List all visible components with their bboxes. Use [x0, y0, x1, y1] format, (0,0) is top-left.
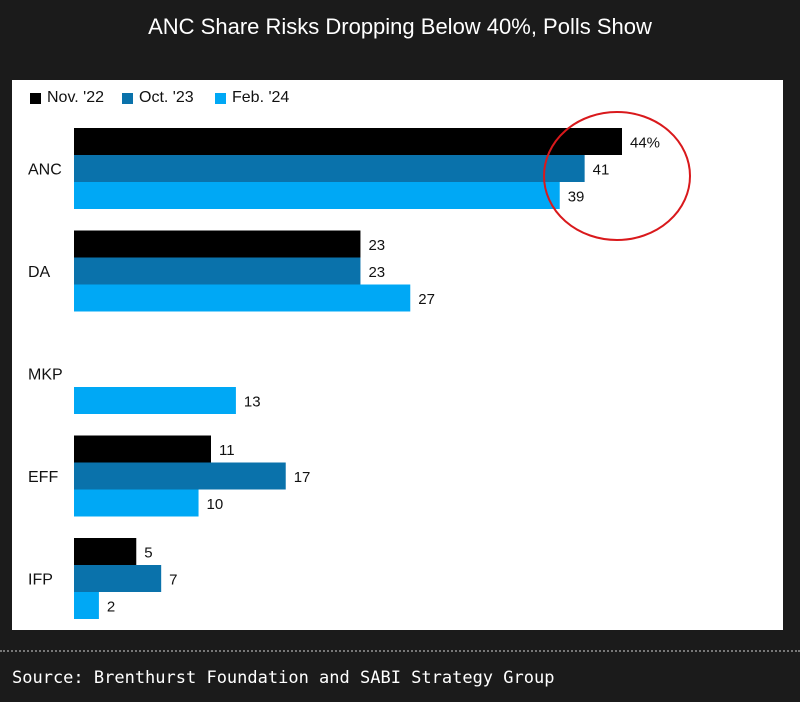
data-label: 2 [107, 599, 115, 616]
data-label: 10 [207, 496, 224, 513]
bar [74, 230, 361, 258]
bar [74, 257, 361, 285]
bar [74, 462, 286, 490]
legend-swatch [30, 92, 41, 104]
chart-title: ANC Share Risks Dropping Below 40%, Poll… [148, 14, 652, 39]
data-label: 13 [244, 394, 261, 411]
highlight-circle [543, 111, 691, 241]
legend-label: Nov. '22 [47, 89, 105, 106]
legend-label: Oct. '23 [139, 89, 194, 106]
bar [74, 538, 137, 565]
bar [74, 592, 99, 619]
legend-label: Feb. '24 [232, 89, 290, 106]
data-label: 41 [593, 162, 610, 179]
data-label: 23 [368, 237, 385, 254]
category-label: IFP [28, 572, 53, 589]
legend-swatch [122, 92, 133, 104]
category-label: ANC [28, 162, 62, 179]
chart-panel: Nov. '22 Oct. '23 Feb. '24 ANC 44% 41 39 DA 23 2… [12, 80, 783, 630]
data-label: 23 [368, 264, 385, 281]
bar [74, 128, 622, 155]
category-label: EFF [28, 469, 58, 486]
bar [74, 565, 162, 592]
bar [74, 435, 211, 463]
bar [74, 387, 236, 414]
bar [74, 284, 411, 312]
bar [74, 182, 560, 209]
category-label: MKP [28, 367, 63, 384]
data-label: 44% [630, 135, 660, 152]
legend-item: Feb. '24 [215, 89, 289, 107]
data-label: 39 [568, 189, 585, 206]
data-label: 27 [418, 291, 435, 308]
source-note: Source: Brenthurst Foundation and SABI S… [12, 668, 555, 688]
data-label: 11 [219, 442, 235, 459]
data-label: 17 [294, 469, 311, 486]
category-label: DA [28, 264, 51, 281]
data-label: 5 [144, 545, 152, 562]
bar [74, 155, 585, 182]
divider [0, 650, 800, 652]
legend-swatch [215, 92, 226, 104]
bar [74, 489, 199, 517]
legend-item: Nov. '22 [30, 89, 104, 107]
data-label: 7 [169, 572, 177, 589]
legend-item: Oct. '23 [122, 89, 194, 107]
bar-chart: ANC 44% 41 39 DA 23 23 27 MKP 13 EFF 11 17 10 IFP 57 2 [28, 111, 691, 619]
